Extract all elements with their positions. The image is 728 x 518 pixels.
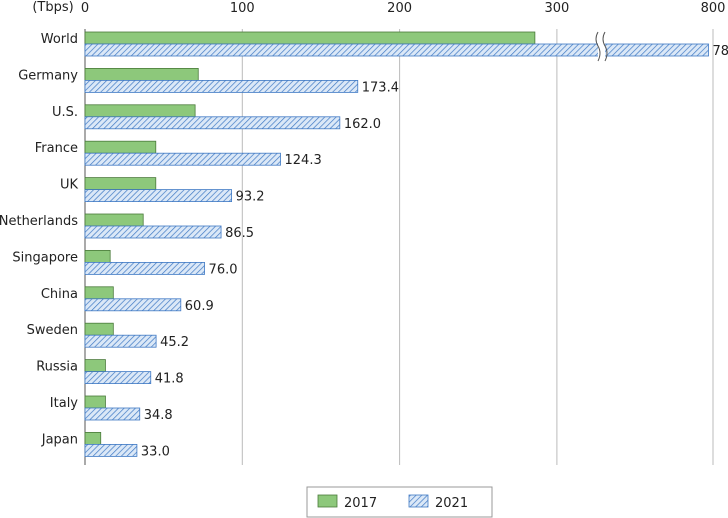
bar-2021-china <box>84 298 182 312</box>
value-label: 33.0 <box>141 444 170 459</box>
category-label: Russia <box>36 360 78 375</box>
axis-break-gap <box>598 32 605 61</box>
category-label: U.S. <box>52 105 78 120</box>
bar-2021-germany <box>84 80 359 93</box>
bar-2021-netherlands <box>84 225 222 239</box>
value-label: 86.5 <box>225 226 254 241</box>
x-tick-label: 200 <box>387 1 412 16</box>
category-label: Singapore <box>12 250 78 265</box>
category-label: Netherlands <box>0 214 78 229</box>
category-label: Germany <box>18 68 78 83</box>
unit-label: (Tbps) <box>32 0 73 15</box>
legend-label-2021: 2021 <box>435 496 468 511</box>
legend-box <box>306 486 493 518</box>
bar-2021-singapore <box>84 261 205 275</box>
value-label: 173.4 <box>362 80 399 95</box>
gridlines <box>84 29 714 465</box>
value-label: 93.2 <box>236 190 265 205</box>
x-tick-labels: 0 100 200 300 800 <box>81 1 726 16</box>
x-tick-label: 300 <box>544 1 569 16</box>
bar-2017-us <box>84 104 196 118</box>
category-label: UK <box>60 178 79 193</box>
category-label: France <box>35 141 78 156</box>
bar-2017-china <box>84 286 114 300</box>
axis-break-left-curve <box>595 31 601 62</box>
legend: 2017 2021 <box>306 486 493 518</box>
bar-2021-france <box>84 152 281 166</box>
bar-2021-japan <box>84 443 138 457</box>
category-label: Italy <box>50 396 79 411</box>
bars <box>84 31 709 457</box>
bar-2017-singapore <box>84 249 111 263</box>
category-labels: World Germany U.S. France UK Netherlands Singa… <box>0 32 78 447</box>
category-label: China <box>41 287 78 302</box>
category-label: Japan <box>41 432 78 447</box>
bar-2021-us <box>84 116 341 130</box>
bar-2021-russia <box>84 371 152 385</box>
bar-2021-italy <box>84 407 141 421</box>
x-tick-label: 100 <box>230 1 255 16</box>
bar-2017-france <box>84 140 157 154</box>
value-label: 162.0 <box>344 117 381 132</box>
value-label: 45.2 <box>160 335 189 350</box>
axis-break-right-curve <box>602 31 608 62</box>
bar-2021-uk <box>84 189 233 203</box>
legend-swatch-2017 <box>317 494 338 508</box>
x-tick-label: 800 <box>701 1 726 16</box>
category-label: Sweden <box>27 323 78 338</box>
bar-2021-sweden <box>84 334 157 348</box>
value-label: 785.6 <box>713 44 728 59</box>
bar-2017-netherlands <box>84 213 144 227</box>
bar-2017-japan <box>84 431 102 445</box>
category-label: World <box>41 32 78 47</box>
legend-swatch-2021 <box>408 494 429 508</box>
bar-2017-germany <box>84 68 199 81</box>
value-label: 60.9 <box>185 299 214 314</box>
axis-break-mark <box>595 31 608 62</box>
value-label: 76.0 <box>209 262 238 277</box>
bar-2017-russia <box>84 359 106 373</box>
bar-2017-italy <box>84 395 106 409</box>
value-label: 124.3 <box>285 153 322 168</box>
bar-2017-uk <box>84 177 157 191</box>
bar-2017-sweden <box>84 322 114 336</box>
value-label: 41.8 <box>155 372 184 387</box>
x-tick-label: 0 <box>81 1 89 16</box>
bar-2017-world <box>84 31 536 45</box>
value-label: 34.8 <box>144 408 173 423</box>
legend-label-2017: 2017 <box>344 496 377 511</box>
bar-2021-world <box>84 43 709 57</box>
value-labels: 785.6 173.4 162.0 124.3 93.2 86.5 76.0 60.9 45.2… <box>141 44 728 459</box>
